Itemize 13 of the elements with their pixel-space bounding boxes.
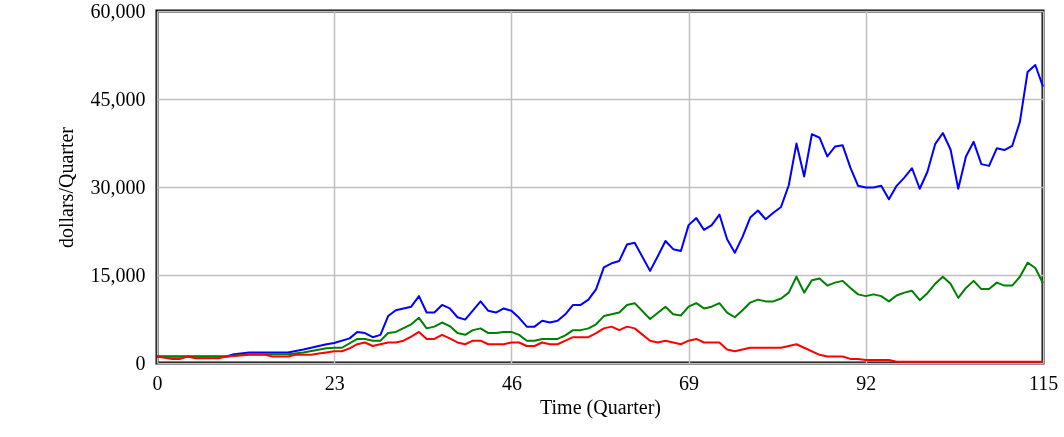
x-axis-title: Time (Quarter) — [540, 395, 661, 419]
x-tick-label: 69 — [679, 371, 700, 394]
y-axis-title: dollars/Quarter — [54, 126, 77, 249]
y-tick-label: 15,000 — [90, 263, 146, 286]
y-tick-label: 60,000 — [90, 0, 146, 22]
y-tick-label: 45,000 — [90, 87, 146, 110]
x-tick-label: 92 — [856, 371, 877, 394]
x-tick-label: 23 — [324, 371, 345, 394]
y-tick-label: 0 — [135, 351, 146, 374]
x-tick-label: 115 — [1028, 371, 1059, 394]
y-tick-label: 30,000 — [90, 175, 146, 198]
x-tick-label: 46 — [501, 371, 522, 394]
x-tick-label: 0 — [152, 371, 163, 394]
